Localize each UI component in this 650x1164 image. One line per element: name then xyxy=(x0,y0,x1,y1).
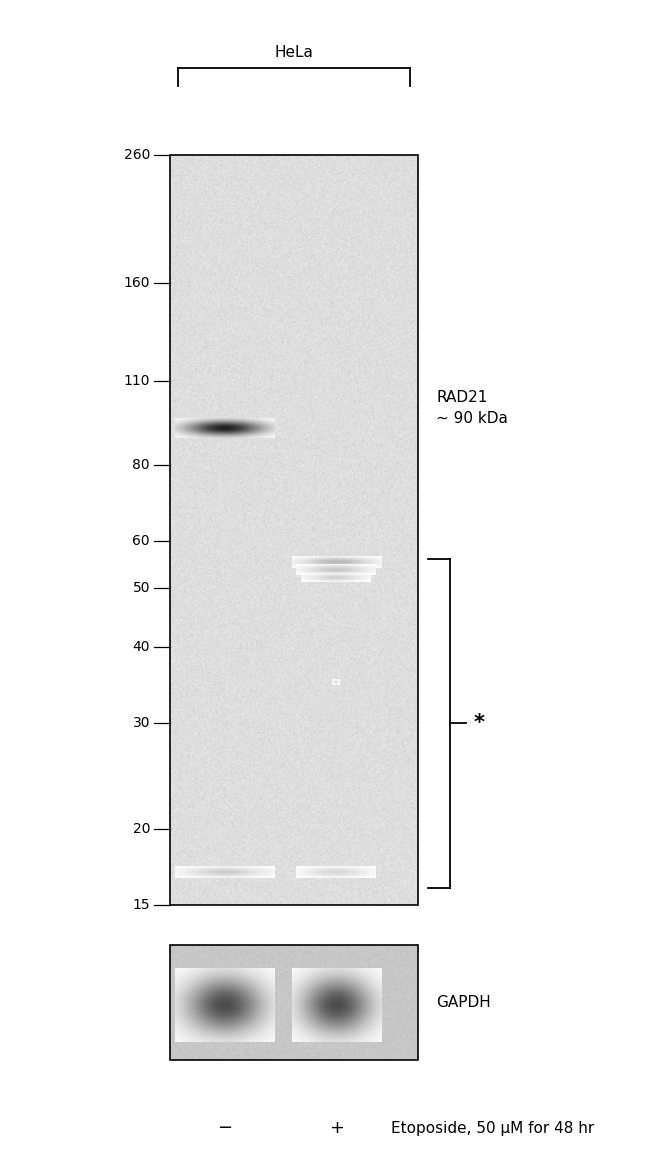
Text: 80: 80 xyxy=(133,457,150,471)
Text: +: + xyxy=(329,1119,344,1137)
Text: 160: 160 xyxy=(124,276,150,290)
Text: 15: 15 xyxy=(133,897,150,913)
Text: HeLa: HeLa xyxy=(274,45,313,61)
Bar xyxy=(170,945,418,1060)
Bar xyxy=(170,155,418,904)
Text: Etoposide, 50 μM for 48 hr: Etoposide, 50 μM for 48 hr xyxy=(391,1121,594,1136)
Text: 30: 30 xyxy=(133,716,150,730)
Text: −: − xyxy=(217,1119,232,1137)
Text: RAD21
~ 90 kDa: RAD21 ~ 90 kDa xyxy=(436,390,508,426)
Text: *: * xyxy=(474,712,485,733)
Text: GAPDH: GAPDH xyxy=(436,995,491,1010)
Text: 40: 40 xyxy=(133,640,150,654)
Text: 260: 260 xyxy=(124,148,150,162)
Text: 50: 50 xyxy=(133,582,150,596)
Text: 20: 20 xyxy=(133,822,150,837)
Text: 110: 110 xyxy=(124,374,150,388)
Text: 60: 60 xyxy=(133,533,150,547)
